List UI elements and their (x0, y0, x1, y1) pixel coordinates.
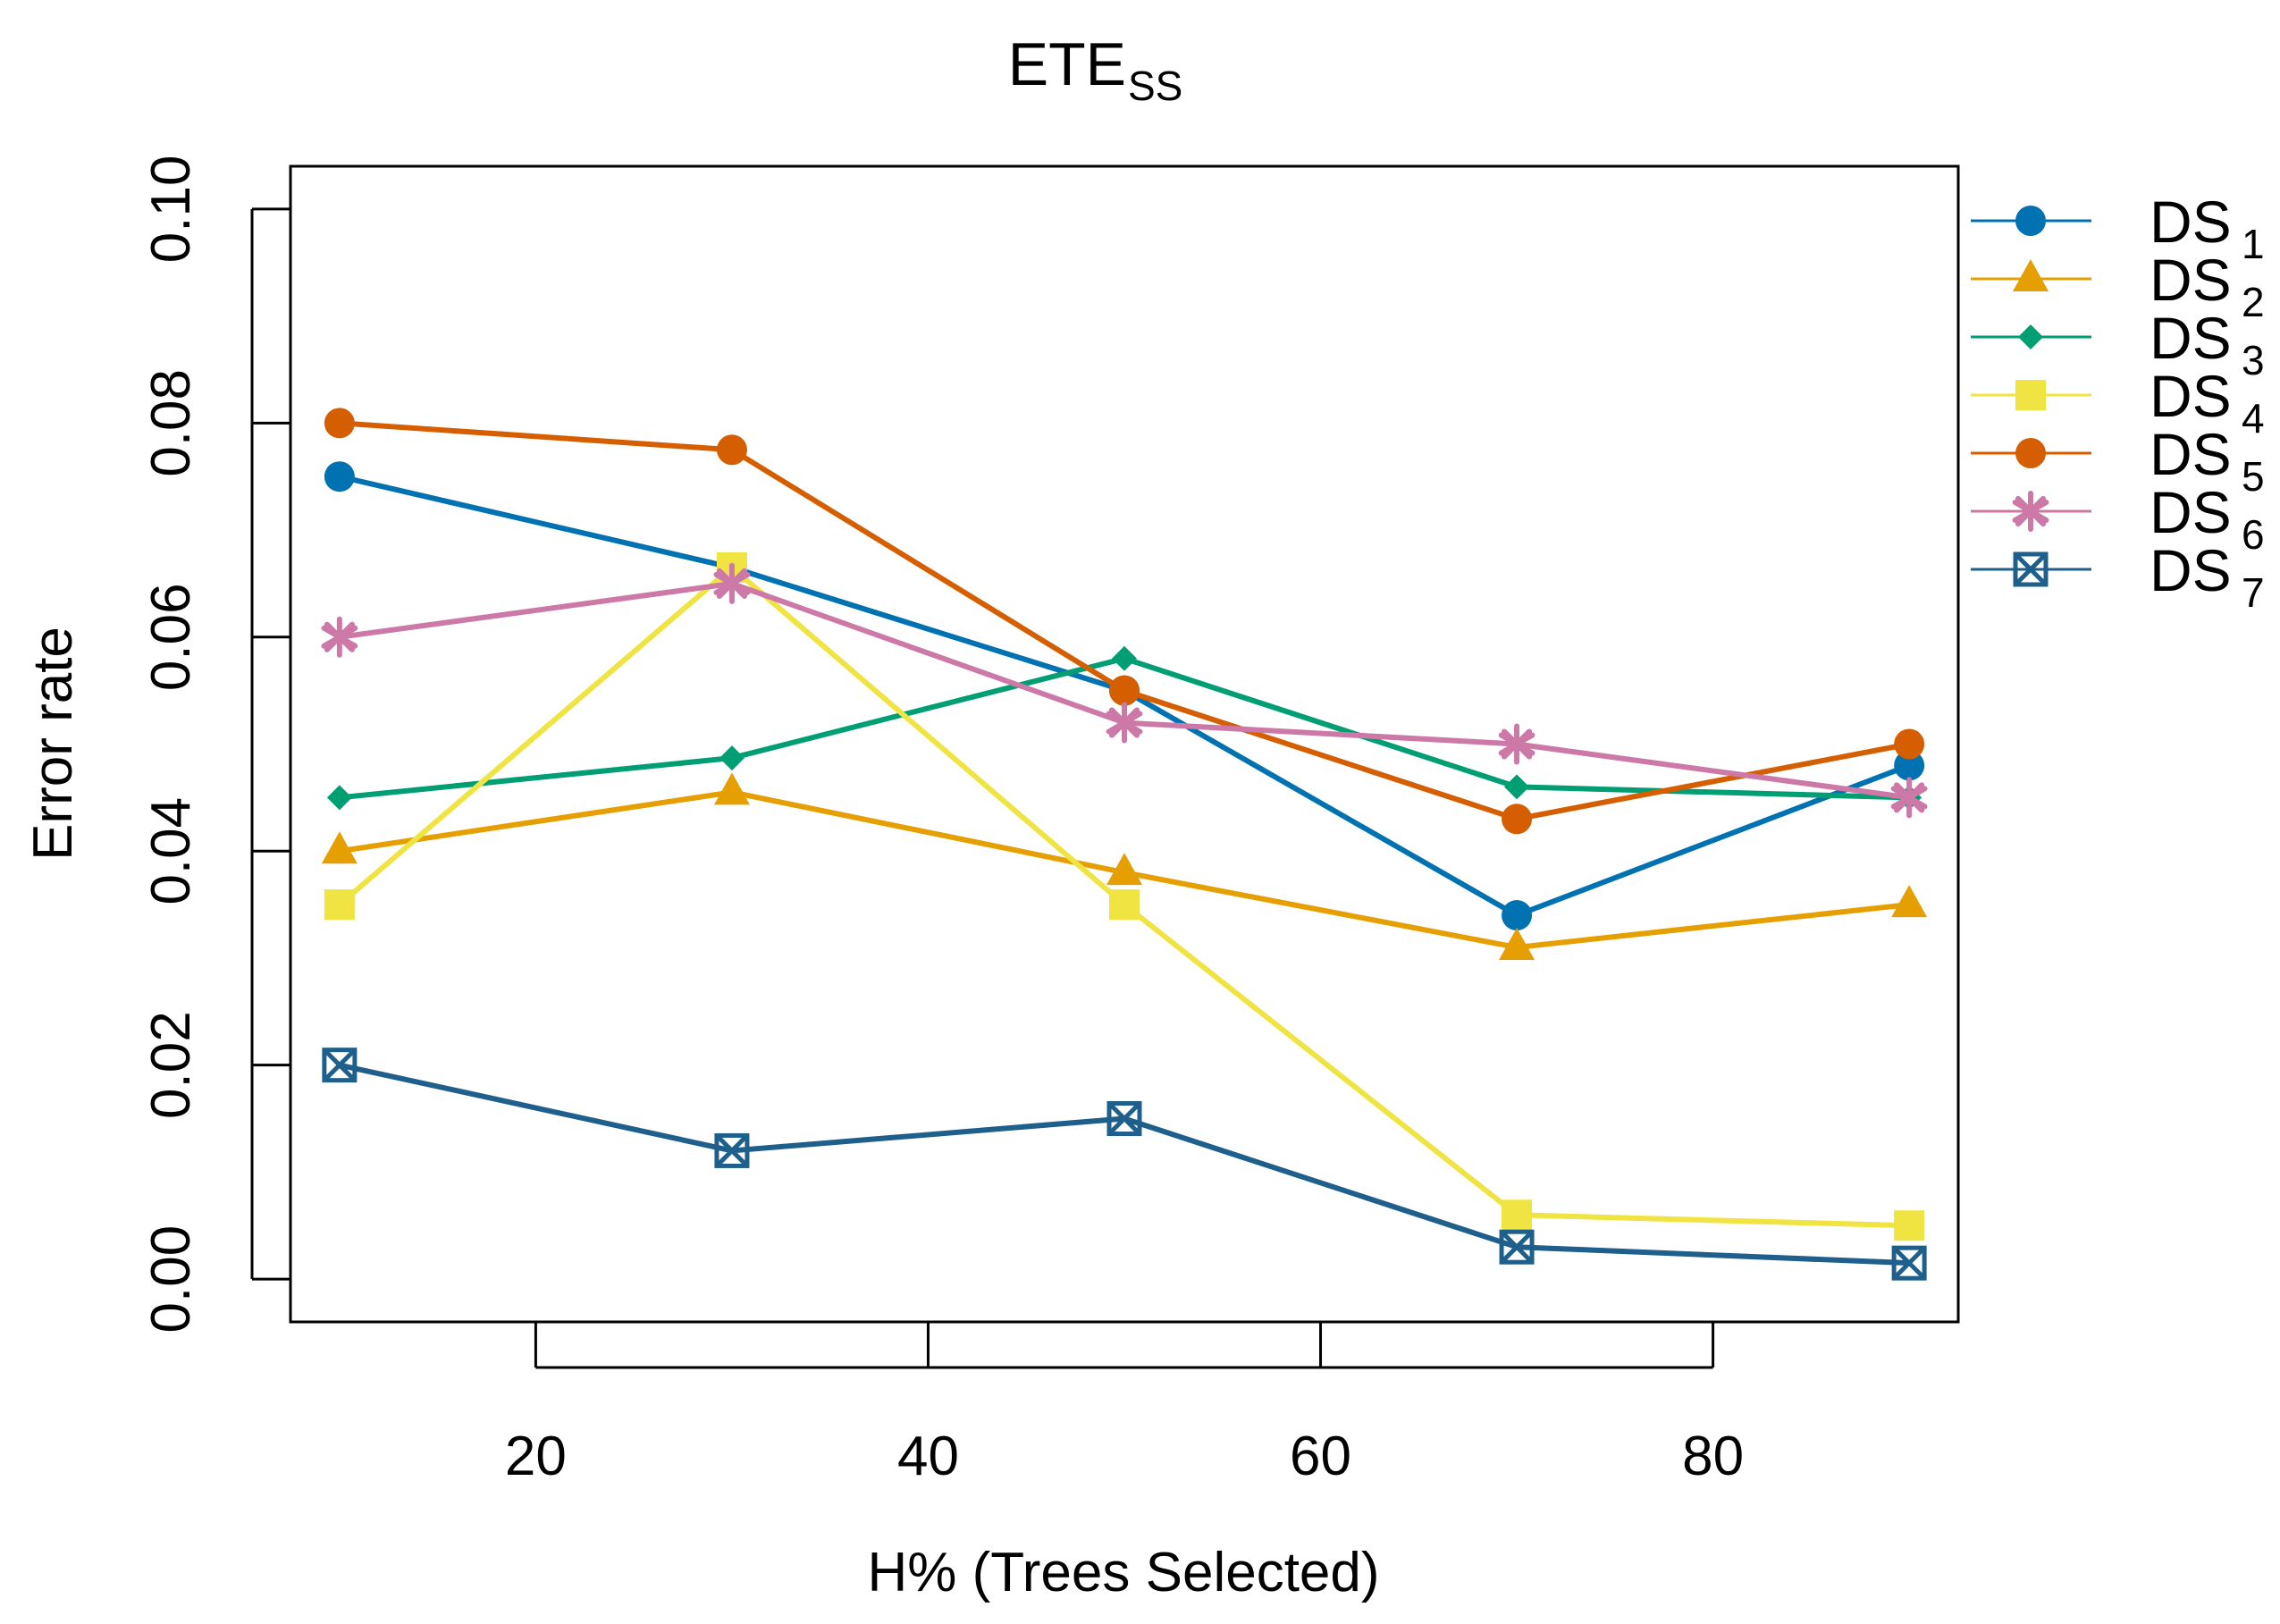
series-ds5 (324, 408, 1925, 835)
legend: DS 1DS 2DS 3DS 4DS 5DS 6DS 7 (1971, 189, 2265, 616)
point-ds2-4 (1891, 885, 1928, 918)
legend-label-3: DS (2150, 305, 2232, 371)
point-ds3-3 (1504, 774, 1530, 800)
y-tick-label-3: 0.06 (140, 583, 202, 691)
legend-item-ds6: DS 6 (1971, 479, 2265, 558)
series-layer (321, 408, 1928, 1281)
x-axis: 20 40 60 80 (505, 1322, 1744, 1487)
legend-label-2: DS (2150, 247, 2232, 313)
x-tick-label-0: 20 (505, 1426, 567, 1487)
legend-label-7: DS (2150, 537, 2232, 603)
point-ds7-2 (1106, 1101, 1142, 1137)
legend-item-ds4: DS 4 (1971, 363, 2265, 442)
point-ds2-0 (321, 831, 358, 864)
legend-label-5: DS (2150, 421, 2232, 487)
series-ds7 (322, 1048, 1927, 1281)
point-ds5-4 (1894, 728, 1925, 760)
chart-title-text: ETE (1008, 30, 1126, 98)
legend-marker-6 (2012, 491, 2049, 532)
legend-sub-7: 7 (2242, 569, 2265, 616)
legend-sub-6: 6 (2242, 511, 2265, 558)
point-ds4-4 (1894, 1210, 1925, 1241)
legend-marker-7 (2013, 551, 2049, 587)
point-ds1-4 (1894, 750, 1925, 781)
legend-sub-4: 4 (2242, 395, 2265, 442)
legend-label-1: DS (2150, 189, 2232, 255)
point-ds7-4 (1891, 1245, 1927, 1281)
point-ds5-2 (1109, 675, 1140, 706)
x-tick-label-2: 60 (1290, 1426, 1351, 1487)
point-ds3-2 (1112, 645, 1137, 671)
point-ds4-2 (1109, 889, 1140, 921)
point-ds3-0 (326, 785, 352, 811)
legend-label-6: DS (2150, 479, 2232, 545)
point-ds5-0 (324, 408, 355, 439)
chart-title-subscript: SS (1128, 63, 1182, 109)
y-tick-label-2: 0.04 (140, 797, 202, 905)
point-ds6-0 (321, 616, 358, 658)
y-axis: 0.00 0.02 0.04 0.06 0.08 0.10 (140, 156, 290, 1334)
point-ds2-3 (1499, 927, 1535, 960)
series-line-7 (339, 1062, 1910, 1266)
legend-sub-3: 3 (2242, 337, 2265, 383)
series-ds2 (321, 772, 1928, 960)
point-ds7-1 (714, 1132, 750, 1168)
chart-title: ETE SS (1008, 30, 1183, 109)
point-ds6-2 (1106, 702, 1143, 744)
point-ds7-0 (322, 1048, 358, 1083)
point-ds3-1 (719, 745, 745, 771)
y-tick-label-5: 0.10 (140, 156, 202, 264)
point-ds6-3 (1498, 723, 1535, 765)
legend-marker-4 (2015, 380, 2046, 410)
point-ds7-3 (1499, 1229, 1535, 1265)
y-axis-label: Error rate (22, 627, 84, 861)
legend-sub-2: 2 (2242, 279, 2265, 325)
point-ds4-0 (324, 889, 355, 921)
point-ds6-4 (1890, 777, 1928, 819)
point-ds4-3 (1502, 1199, 1533, 1231)
series-ds6 (321, 562, 1928, 819)
legend-item-ds7: DS 7 (1971, 537, 2265, 616)
point-ds2-2 (1106, 853, 1142, 886)
legend-marker-3 (2018, 324, 2043, 349)
plot-frame (289, 164, 1960, 1324)
series-ds4 (324, 551, 1925, 1241)
legend-marker-1 (2015, 206, 2046, 236)
series-line-5 (339, 420, 1910, 822)
point-ds1-3 (1502, 900, 1533, 931)
x-tick-label-3: 80 (1682, 1426, 1744, 1487)
point-ds6-1 (713, 562, 751, 604)
legend-sub-5: 5 (2242, 453, 2265, 500)
x-axis-label: H% (Trees Selected) (867, 1542, 1379, 1603)
legend-item-ds3: DS 3 (1971, 305, 2265, 383)
point-ds1-0 (324, 461, 355, 492)
legend-item-ds5: DS 5 (1971, 421, 2265, 500)
legend-sub-1: 1 (2242, 221, 2265, 267)
x-tick-label-1: 40 (897, 1426, 959, 1487)
y-tick-label-1: 0.02 (140, 1011, 202, 1119)
legend-item-ds2: DS 2 (1971, 247, 2265, 325)
point-ds5-3 (1502, 804, 1533, 835)
legend-marker-2 (2013, 259, 2049, 291)
y-tick-label-0: 0.00 (140, 1225, 202, 1334)
legend-item-ds1: DS 1 (1971, 189, 2265, 267)
legend-marker-5 (2015, 438, 2046, 468)
legend-label-4: DS (2150, 363, 2232, 429)
point-ds2-1 (713, 772, 750, 805)
y-tick-label-4: 0.08 (140, 369, 202, 477)
point-ds5-1 (716, 434, 747, 466)
